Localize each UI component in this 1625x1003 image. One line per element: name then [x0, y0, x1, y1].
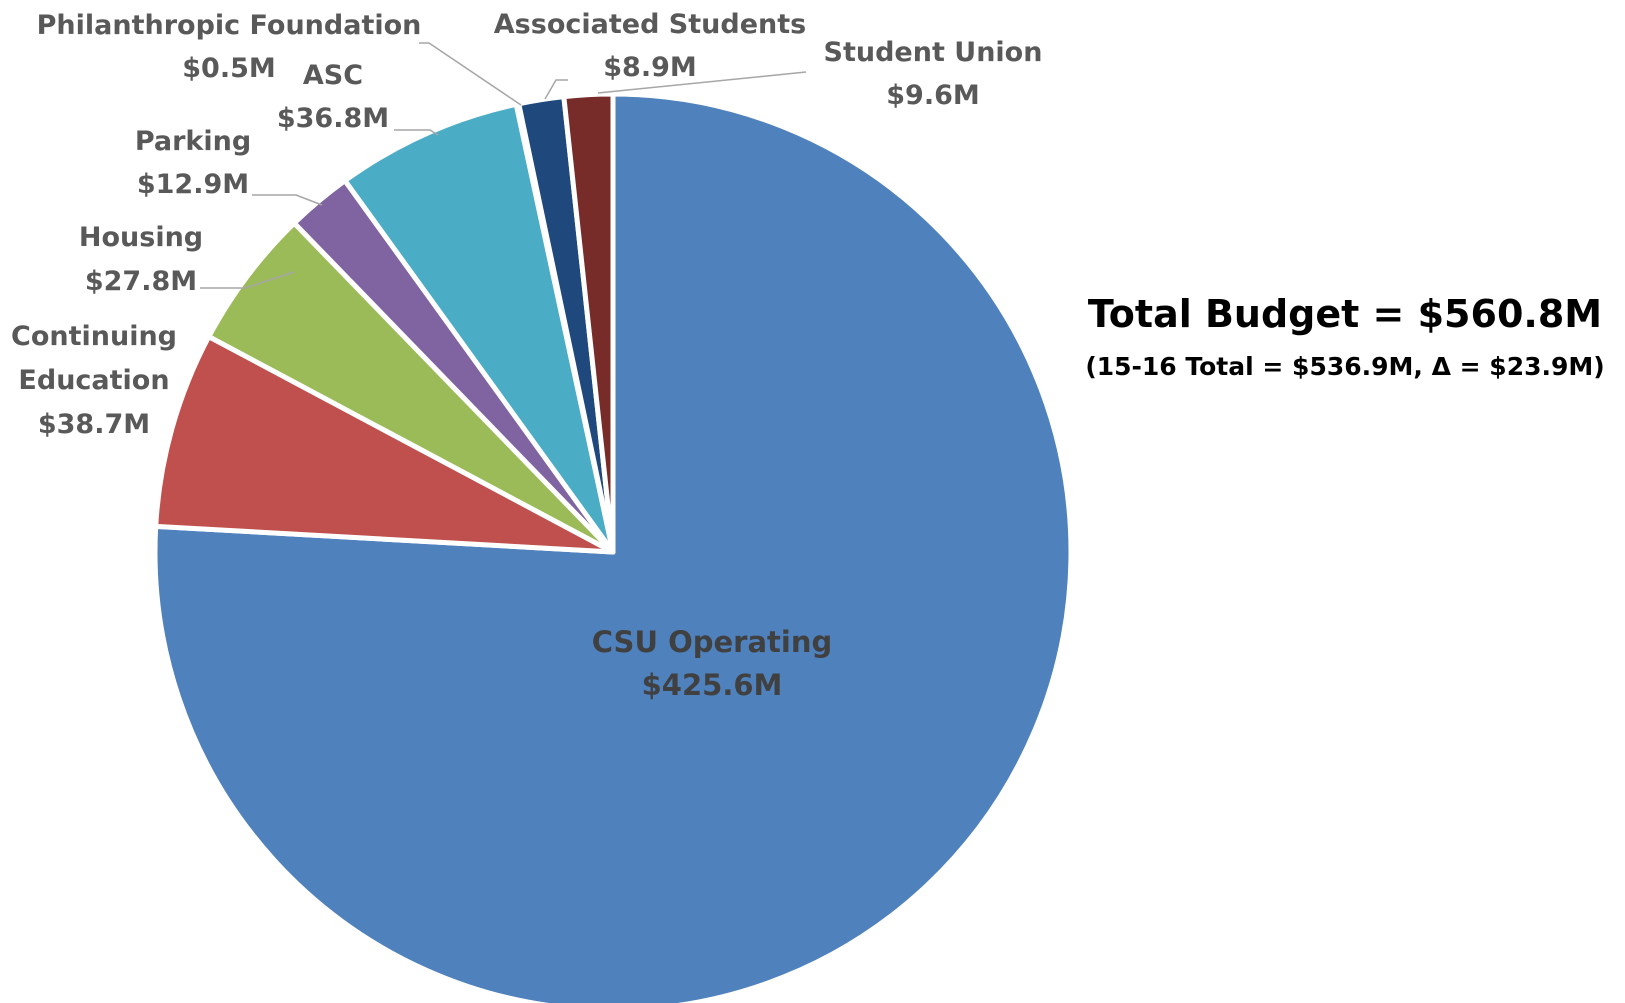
pie-slice-continuing-education [153, 334, 616, 555]
slice-label-line: $27.8M [85, 266, 197, 297]
slice-label-line: Parking [135, 126, 251, 157]
slice-label-associated-students: Associated Students $8.9M [494, 9, 806, 83]
slice-label-line: CSU Operating [592, 625, 833, 659]
slice-label-line: ASC [303, 60, 363, 91]
leader-line-associated-students [544, 79, 568, 100]
slice-label-line: $425.6M [642, 668, 783, 702]
pie-slice-student-union [561, 91, 616, 555]
slice-label-asc: ASC $36.8M [277, 60, 389, 134]
slice-label-line: $8.9M [603, 52, 697, 83]
pie-slice-csu-operating [152, 91, 1074, 1003]
slice-label-line: Associated Students [494, 9, 806, 40]
pie-slices [152, 91, 1074, 1003]
slice-label-line: $9.6M [886, 80, 980, 111]
slice-label-line: $0.5M [182, 53, 276, 84]
slice-label-line: $36.8M [277, 103, 389, 134]
leader-lines [200, 42, 807, 289]
chart-title: Total Budget = $560.8M [1088, 292, 1602, 336]
slice-label-line: Continuing [11, 321, 177, 352]
slice-label-line: Education [18, 365, 169, 396]
slice-label-line: Student Union [824, 37, 1043, 68]
slice-label-line: Housing [79, 222, 203, 253]
slice-label-continuing-education: Continuing Education $38.7M [11, 321, 177, 440]
pie-slice-asc [342, 101, 616, 555]
slice-label-line: $38.7M [38, 409, 150, 440]
leader-line-asc [394, 129, 439, 136]
leader-line-housing [200, 271, 295, 289]
chart-subtitle: (15-16 Total = $536.9M, Δ = $23.9M) [1085, 352, 1604, 381]
slice-label-parking: Parking $12.9M [135, 126, 251, 200]
slice-label-line: $12.9M [137, 169, 249, 200]
leader-line-student-union [597, 71, 807, 94]
slice-label-philanthropic-foundation: Philanthropic Foundation $0.5M [37, 10, 422, 84]
slice-label-housing: Housing $27.8M [79, 222, 203, 297]
leader-line-parking [252, 194, 323, 206]
slice-labels: CSU Operating $425.6M Continuing Education $… [11, 9, 1042, 702]
slice-label-line: Philanthropic Foundation [37, 10, 422, 41]
slice-label-csu-operating: CSU Operating $425.6M [592, 625, 833, 702]
leader-line-philanthropic-foundation [419, 42, 522, 106]
slice-label-student-union: Student Union $9.6M [824, 37, 1043, 111]
